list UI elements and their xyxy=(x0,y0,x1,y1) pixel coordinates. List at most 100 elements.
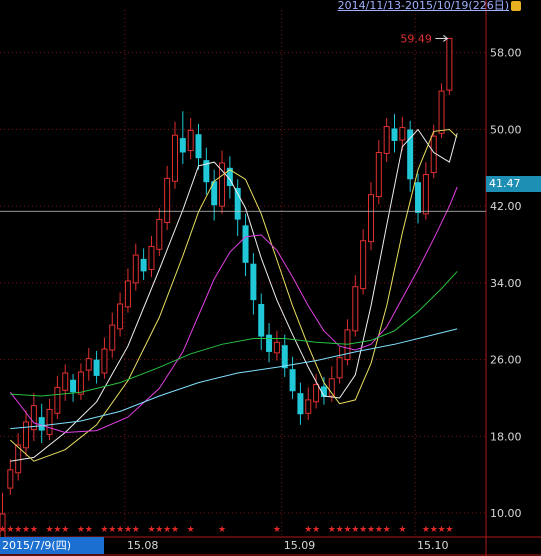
limit-up-star-marker: ★ xyxy=(77,525,85,535)
candle-body-up xyxy=(23,421,30,449)
moving-average-line xyxy=(10,271,458,397)
max-price-annotation: 59.49 xyxy=(400,32,432,45)
limit-up-star-marker: ★ xyxy=(359,525,367,535)
limit-up-star-marker: ★ xyxy=(430,525,438,535)
candle-body-up xyxy=(156,219,163,250)
limit-up-star-marker: ★ xyxy=(273,525,281,535)
limit-up-star-marker: ★ xyxy=(46,525,54,535)
candle-body-down xyxy=(226,167,233,187)
limit-up-star-marker: ★ xyxy=(0,525,7,535)
candle-body-down xyxy=(38,417,45,431)
candle-body-down xyxy=(391,128,398,141)
candle-body-up xyxy=(85,358,92,371)
candle-body-down xyxy=(289,369,296,392)
limit-up-star-marker: ★ xyxy=(375,525,383,535)
limit-up-star-marker: ★ xyxy=(132,525,140,535)
candle-body-up xyxy=(187,129,194,152)
moving-average-line xyxy=(9,186,458,434)
moving-average-line xyxy=(9,128,458,462)
limit-up-star-marker: ★ xyxy=(187,525,195,535)
date-range-label: 2014/11/13-2015/10/19(226日) xyxy=(337,0,509,12)
candle-body-up xyxy=(438,90,445,134)
candle-body-up xyxy=(30,405,37,431)
limit-up-star-marker: ★ xyxy=(312,525,320,535)
candle-body-up xyxy=(101,348,108,374)
candle-body-up xyxy=(15,444,22,474)
candle-body-down xyxy=(258,303,265,337)
candle-body-up xyxy=(219,162,226,207)
candle-body-down xyxy=(242,225,249,263)
limit-up-star-marker: ★ xyxy=(108,525,116,535)
y-tick-label: 58.00 xyxy=(490,47,522,60)
limit-up-star-marker: ★ xyxy=(22,525,30,535)
candle-body-up xyxy=(7,469,14,489)
candle-body-up xyxy=(383,126,390,154)
limit-up-star-marker: ★ xyxy=(445,525,453,535)
candle-body-up xyxy=(109,324,116,351)
limit-up-star-marker: ★ xyxy=(367,525,375,535)
candle-body-up xyxy=(336,357,343,379)
limit-up-star-marker: ★ xyxy=(53,525,61,535)
candle-body-up xyxy=(273,341,280,354)
limit-up-star-marker: ★ xyxy=(14,525,22,535)
y-tick-label: 34.00 xyxy=(490,277,522,290)
limit-up-star-marker: ★ xyxy=(61,525,69,535)
limit-up-star-marker: ★ xyxy=(328,525,336,535)
candle-body-up xyxy=(446,37,453,91)
candle-body-up xyxy=(328,378,335,397)
candle-body-down xyxy=(179,138,186,153)
candle-body-up xyxy=(54,386,61,414)
candle-body-up xyxy=(46,408,53,435)
candle-body-down xyxy=(195,134,202,159)
moving-average-line xyxy=(10,128,458,462)
candle-body-up xyxy=(148,245,155,270)
x-tick-label: 15.08 xyxy=(127,539,159,552)
limit-up-star-marker: ★ xyxy=(163,525,171,535)
candle-body-up xyxy=(124,280,131,308)
y-tick-label: 26.00 xyxy=(490,354,522,367)
limit-up-star-marker: ★ xyxy=(171,525,179,535)
candle-body-up xyxy=(360,240,367,290)
candle-body-up xyxy=(352,286,359,332)
current-price-label: 41.47 xyxy=(486,176,541,192)
limit-up-star-marker: ★ xyxy=(155,525,163,535)
candle-body-up xyxy=(430,135,437,174)
candle-body-up xyxy=(62,372,69,391)
limit-up-star-marker: ★ xyxy=(422,525,430,535)
limit-up-star-marker: ★ xyxy=(343,525,351,535)
candle-body-up xyxy=(375,151,382,198)
limit-up-star-marker: ★ xyxy=(383,525,391,535)
y-tick-label: 50.00 xyxy=(490,123,522,136)
candle-body-down xyxy=(297,393,304,415)
candle-body-down xyxy=(250,263,257,301)
candle-body-up xyxy=(422,174,429,215)
candle-body-down xyxy=(320,386,327,397)
limit-up-star-marker: ★ xyxy=(147,525,155,535)
candle-body-down xyxy=(93,359,100,376)
lock-icon[interactable] xyxy=(511,1,521,11)
limit-up-star-marker: ★ xyxy=(438,525,446,535)
limit-up-star-marker: ★ xyxy=(85,525,93,535)
limit-up-star-marker: ★ xyxy=(398,525,406,535)
candle-body-down xyxy=(140,258,147,272)
limit-up-star-marker: ★ xyxy=(351,525,359,535)
y-tick-label: 42.00 xyxy=(490,200,522,213)
candle-body-down xyxy=(70,379,77,393)
x-tick-label: 15.09 xyxy=(284,539,316,552)
x-tick-label: 15.10 xyxy=(417,539,449,552)
candle-body-up xyxy=(132,254,139,284)
crosshair-date-label: 2015/7/9(四) xyxy=(0,537,104,554)
limit-up-star-marker: ★ xyxy=(124,525,132,535)
candle-body-up xyxy=(77,371,84,395)
candle-body-down xyxy=(211,181,218,206)
limit-up-star-marker: ★ xyxy=(218,525,226,535)
candle-body-up xyxy=(313,384,320,403)
candle-body-up xyxy=(171,134,178,182)
candle-body-up xyxy=(164,177,171,223)
candle-body-up xyxy=(305,399,312,414)
limit-up-star-marker: ★ xyxy=(100,525,108,535)
limit-up-star-marker: ★ xyxy=(116,525,124,535)
candle-body-down xyxy=(266,334,273,352)
